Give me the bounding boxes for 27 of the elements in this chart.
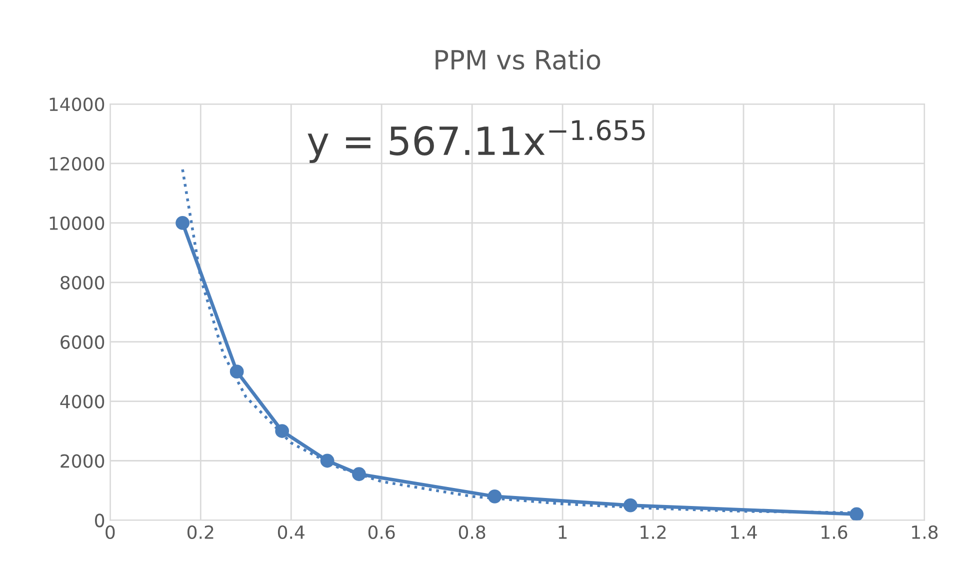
point [488,489,502,504]
y-tick-label: 0 [95,514,104,528]
point [320,454,334,468]
y-tick-label: 8000 [60,276,104,290]
x-tick-label: 0.4 [278,525,304,540]
x-tick-label: 1.2 [640,525,666,539]
y-tick-label: 6000 [60,335,104,349]
x-tick-label: 1.6 [822,525,848,540]
x-tick-label: 1.4 [731,526,757,539]
y-tick-label: 4000 [60,394,104,408]
point [275,424,290,438]
chart-title: PPM vs Ratio [436,49,600,70]
point [230,364,244,379]
annotation: y = 567.11x$^{−1.655}$ [308,120,645,164]
x-tick-label: 0 [106,525,115,540]
x-tick-label: 1 [558,526,567,539]
y-tick-label: 10000 [50,216,104,230]
x-tick-label: 0.8 [458,525,486,540]
x-tick-label: 1.8 [912,525,938,540]
y-tick-label: 14000 [50,98,104,112]
y-tick-label: 2000 [60,454,104,468]
point [176,216,190,230]
point [850,507,864,520]
x-tick-label: 0.2 [187,525,214,540]
point [352,467,366,482]
x-tick-label: 0.6 [368,525,395,540]
y-tick-label: 12000 [50,156,104,171]
